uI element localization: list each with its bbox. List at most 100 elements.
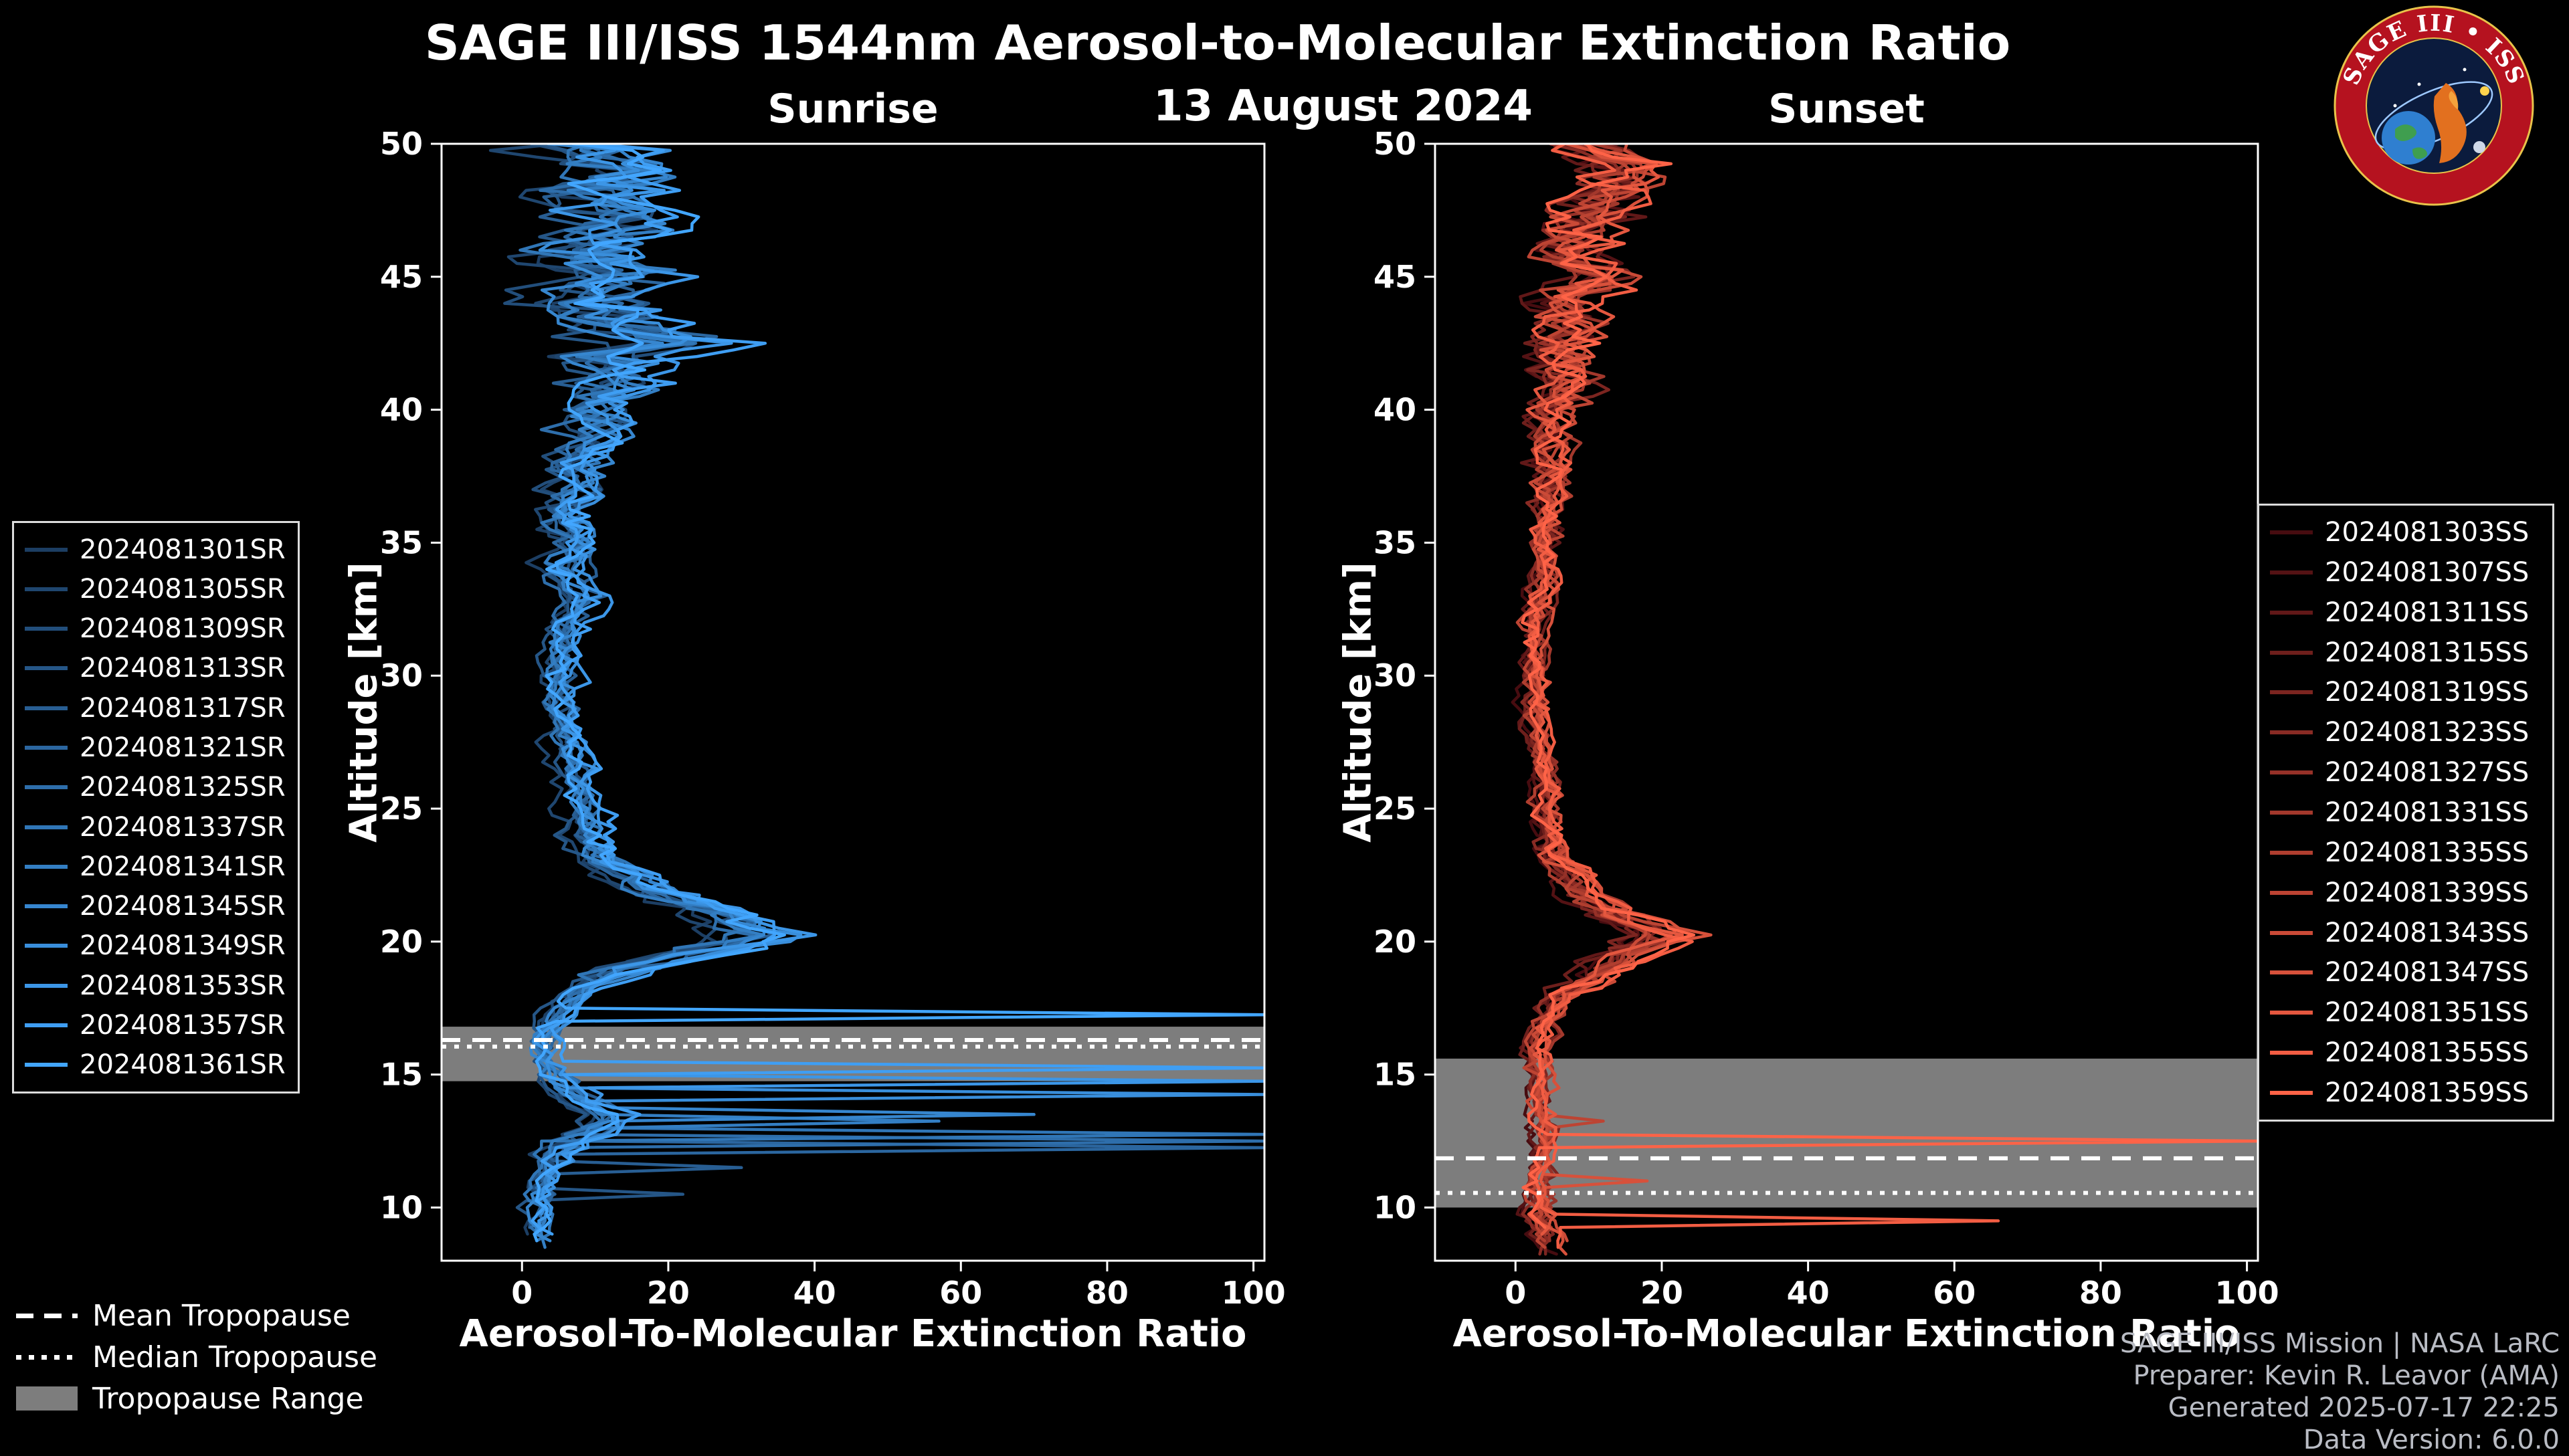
legend-line-sample xyxy=(2270,1090,2313,1095)
legend-label: 2024081353SR xyxy=(80,970,286,1001)
sage-iss-mission-logo: SAGE III • ISS xyxy=(2334,5,2534,206)
legend-entry: 2024081309SR xyxy=(25,613,287,644)
legend-label: 2024081355SS xyxy=(2325,1037,2530,1069)
legend-line-sample xyxy=(25,1063,68,1067)
sunrise-plot-border xyxy=(440,142,1266,1262)
sunrise-legend: 2024081301SR 2024081305SR 2024081309SR 2024… xyxy=(12,521,300,1094)
y-tick-label: 30 xyxy=(1373,657,1416,694)
legend-label: 2024081325SR xyxy=(80,772,286,803)
legend-label: 2024081305SR xyxy=(80,573,286,605)
tropopause-range-label: Tropopause Range xyxy=(92,1381,364,1416)
legend-entry: 2024081303SS xyxy=(2270,517,2542,548)
legend-entry: 2024081359SS xyxy=(2270,1077,2542,1108)
legend-entry: 2024081317SR xyxy=(25,693,287,724)
x-tick-label: 60 xyxy=(939,1275,982,1311)
legend-label: 2024081335SS xyxy=(2325,837,2530,868)
legend-line-sample xyxy=(25,825,68,829)
legend-entry: 2024081349SR xyxy=(25,930,287,961)
preparer-line: Preparer: Kevin R. Leavor (AMA) xyxy=(2133,1360,2560,1391)
data-version-line: Data Version: 6.0.0 xyxy=(2303,1425,2560,1455)
legend-line-sample xyxy=(2270,970,2313,975)
legend-line-sample xyxy=(25,983,68,988)
y-tick-label: 40 xyxy=(1373,392,1416,428)
median-tropopause-label: Median Tropopause xyxy=(92,1340,378,1374)
legend-label: 2024081347SS xyxy=(2325,957,2530,989)
logo-sun-dot xyxy=(2480,86,2489,96)
profile-line xyxy=(531,144,1264,1236)
legend-label: 2024081349SR xyxy=(80,930,286,962)
dashed-line-sample xyxy=(16,1313,78,1318)
y-tick-label: 10 xyxy=(380,1189,423,1225)
legend-line-sample xyxy=(2270,930,2313,935)
generated-line: Generated 2025-07-17 22:25 xyxy=(2168,1392,2560,1423)
legend-line-sample xyxy=(25,864,68,869)
y-tick-label: 45 xyxy=(1373,259,1416,295)
logo-moon xyxy=(2473,141,2485,153)
logo-earth-land-2 xyxy=(2412,147,2427,159)
legend-label: 2024081309SR xyxy=(80,613,286,645)
legend-label: 2024081317SR xyxy=(80,692,286,724)
legend-label: 2024081327SS xyxy=(2325,757,2530,789)
legend-entry: 2024081341SR xyxy=(25,851,287,882)
tropopause-range-legend-row: Tropopause Range xyxy=(16,1381,377,1416)
legend-entry: 2024081335SS xyxy=(2270,837,2542,868)
legend-line-sample xyxy=(25,627,68,631)
gray-band-sample xyxy=(16,1386,78,1411)
tropopause-legend: Mean Tropopause Median Tropopause Tropop… xyxy=(16,1299,378,1416)
sunrise-plot: 0 20 40 60 80 100 10 15 20 25 30 35 40 45 50 xyxy=(380,126,1286,1311)
x-tick-label: 100 xyxy=(2215,1275,2279,1311)
logo-figure xyxy=(2433,83,2467,163)
legend-entry: 2024081327SS xyxy=(2270,757,2542,788)
x-tick-label: 40 xyxy=(793,1275,836,1311)
y-tick-label: 35 xyxy=(1373,524,1416,560)
legend-label: 2024081321SR xyxy=(80,732,286,764)
legend-entry: 2024081323SS xyxy=(2270,717,2542,748)
legend-line-sample xyxy=(25,587,68,591)
legend-entry: 2024081353SR xyxy=(25,970,287,1001)
legend-label: 2024081339SS xyxy=(2325,877,2530,908)
legend-entry: 2024081347SS xyxy=(2270,957,2542,988)
profile-line xyxy=(533,144,1264,1243)
logo-earth-land xyxy=(2395,124,2417,142)
legend-line-sample xyxy=(2270,730,2313,735)
legend-line-sample xyxy=(25,944,68,948)
sunset-legend: 2024081303SS 2024081307SS 2024081311SS 2024… xyxy=(2257,504,2554,1122)
profile-line xyxy=(531,144,1264,1236)
legend-label: 2024081331SS xyxy=(2325,797,2530,828)
legend-line-sample xyxy=(25,547,68,552)
legend-entry: 2024081351SS xyxy=(2270,997,2542,1028)
legend-line-sample xyxy=(2270,650,2313,655)
legend-label: 2024081313SR xyxy=(80,653,286,684)
legend-entry: 2024081319SS xyxy=(2270,677,2542,708)
legend-label: 2024081319SS xyxy=(2325,677,2530,708)
y-tick-label: 15 xyxy=(380,1057,423,1093)
y-tick-label: 20 xyxy=(1373,924,1416,960)
legend-line-sample xyxy=(25,666,68,671)
x-tick-label: 80 xyxy=(2079,1275,2122,1311)
legend-label: 2024081357SR xyxy=(80,1010,286,1041)
sunset-plot: 0 20 40 60 80 100 10 15 20 25 30 35 40 45 50 xyxy=(1373,126,2279,1311)
legend-line-sample xyxy=(25,904,68,909)
page-title: SAGE III/ISS 1544nm Aerosol-to-Molecular… xyxy=(424,15,2011,71)
legend-entry: 2024081345SR xyxy=(25,891,287,922)
x-tick-label: 0 xyxy=(511,1275,533,1311)
legend-line-sample xyxy=(2270,570,2313,575)
legend-label: 2024081323SS xyxy=(2325,717,2530,748)
y-tick-label: 50 xyxy=(1373,126,1416,162)
legend-label: 2024081345SR xyxy=(80,891,286,922)
x-tick-label: 80 xyxy=(1086,1275,1129,1311)
y-tick-label: 45 xyxy=(380,259,423,295)
logo-star xyxy=(2393,104,2397,108)
legend-line-sample xyxy=(25,706,68,710)
sunrise-x-axis-label: Aerosol-To-Molecular Extinction Ratio xyxy=(459,1312,1247,1356)
legend-entry: 2024081321SR xyxy=(25,732,287,763)
legend-line-sample xyxy=(2270,1051,2313,1055)
legend-entry: 2024081311SS xyxy=(2270,597,2542,628)
legend-entry: 2024081305SR xyxy=(25,574,287,605)
x-tick-label: 20 xyxy=(1640,1275,1683,1311)
y-tick-label: 25 xyxy=(1373,791,1416,827)
legend-label: 2024081301SR xyxy=(80,534,286,565)
legend-label: 2024081311SS xyxy=(2325,597,2530,628)
mean-tropopause-legend-row: Mean Tropopause xyxy=(16,1299,377,1333)
legend-label: 2024081351SS xyxy=(2325,997,2530,1029)
